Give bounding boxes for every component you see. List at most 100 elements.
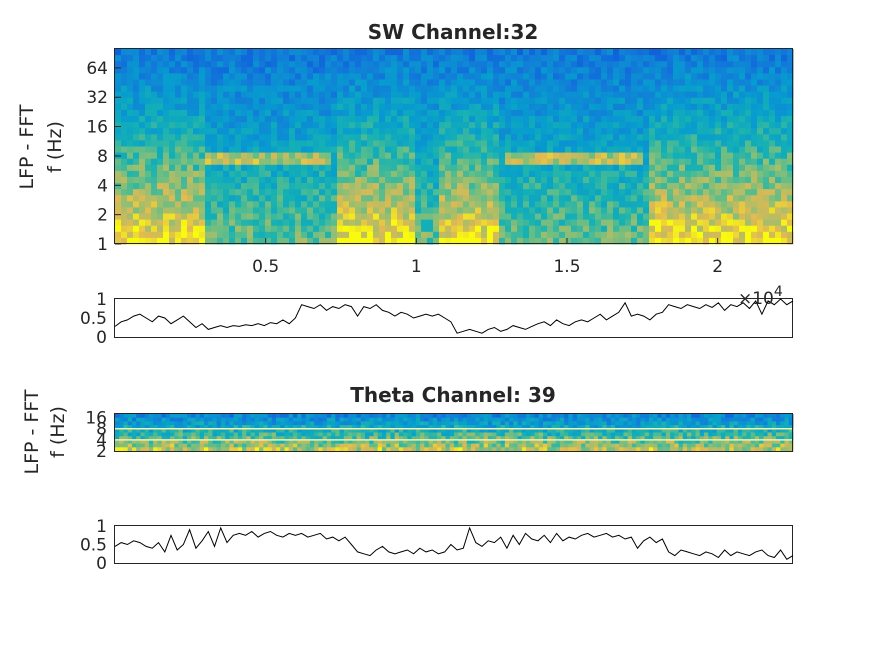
theta-heatmap-cell — [610, 439, 616, 445]
theta-heatmap-cell — [615, 439, 620, 445]
sw-heatmap-cell — [769, 213, 776, 221]
sw-heatmap-cell — [757, 122, 764, 129]
theta-heatmap-cell — [627, 436, 633, 441]
sw-heatmap-cell — [493, 213, 500, 221]
sw-heatmap-cell — [727, 97, 734, 105]
sw-heatmap-cell — [481, 207, 488, 215]
sw-heatmap-cell — [763, 128, 770, 135]
sw-heatmap-cell — [367, 195, 374, 202]
sw-heatmap-cell — [517, 116, 524, 123]
sw-heatmap-cell — [565, 49, 572, 56]
sw-heatmap-cell — [553, 146, 560, 154]
theta-heatmap-cell — [229, 417, 235, 422]
sw-heatmap-cell — [787, 164, 794, 172]
sw-heatmap-cell — [193, 225, 200, 233]
sw-heatmap-cell — [475, 116, 482, 123]
sw-heatmap-cell — [721, 97, 728, 105]
sw-heatmap-cell — [445, 134, 452, 141]
theta-heatmap-cell — [381, 439, 387, 445]
sw-heatmap-cell — [547, 146, 554, 154]
sw-heatmap-cell — [763, 61, 770, 68]
sw-heatmap-cell — [739, 176, 746, 184]
sw-heatmap-cell — [217, 67, 224, 74]
sw-heatmap-cell — [121, 158, 128, 166]
sw-heatmap-cell — [673, 109, 680, 117]
sw-heatmap-cell — [247, 207, 254, 215]
sw-heatmap-cell — [235, 176, 242, 184]
sw-heatmap-cell — [295, 140, 302, 147]
sw-heatmap-cell — [247, 91, 254, 99]
sw-heatmap-cell — [679, 195, 686, 202]
theta-heatmap-cell — [331, 417, 336, 422]
sw-heatmap-cell — [127, 61, 134, 68]
sw-heatmap-cell — [625, 49, 632, 56]
sw-heatmap-cell — [151, 237, 158, 245]
theta-heatmap-cell — [559, 436, 565, 441]
theta-heatmap-cell — [454, 443, 459, 448]
sw-heatmap-cell — [367, 91, 374, 99]
sw-heatmap-cell — [523, 97, 530, 105]
theta-heatmap-cell — [331, 414, 336, 419]
theta-heatmap-cell — [208, 432, 213, 437]
sw-heatmap-cell — [553, 97, 560, 105]
sw-heatmap-cell — [763, 170, 770, 178]
sw-heatmap-cell — [781, 170, 788, 178]
theta-heatmap-cell — [187, 425, 192, 430]
sw-heatmap-cell — [139, 109, 146, 117]
sw-heatmap-cell — [703, 176, 710, 184]
sw-heatmap-cell — [469, 97, 476, 105]
sw-heatmap-cell — [781, 201, 788, 208]
sw-heatmap-cell — [283, 207, 290, 215]
sw-heatmap-cell — [631, 91, 638, 99]
sw-heatmap-cell — [253, 55, 260, 62]
theta-heatmap-cell — [297, 421, 302, 426]
theta-heatmap-cell — [496, 428, 502, 433]
sw-heatmap-cell — [121, 176, 128, 184]
sw-heatmap-cell — [307, 219, 314, 227]
theta-heatmap-cell — [487, 425, 493, 430]
sw-heatmap-cell — [637, 97, 644, 105]
sw-heatmap-cell — [565, 195, 572, 202]
sw-heatmap-cell — [607, 225, 614, 233]
sw-heatmap-cell — [379, 195, 386, 202]
sw-heatmap-cell — [565, 85, 572, 93]
theta-heatmap-cell — [572, 436, 578, 441]
sw-heatmap-cell — [439, 91, 446, 99]
sw-heatmap-cell — [259, 176, 266, 184]
theta-heatmap-cell — [216, 417, 222, 422]
theta-heatmap-cell — [153, 443, 158, 448]
sw-heatmap-cell — [229, 158, 236, 166]
sw-heatmap-cell — [199, 201, 206, 208]
sw-heatmap-cell — [781, 116, 788, 123]
theta-heatmap-cell — [538, 425, 544, 430]
sw-heatmap-cell — [265, 183, 272, 190]
sw-heatmap-cell — [139, 55, 146, 62]
sw-heatmap-cell — [511, 158, 518, 166]
theta-heatmap-cell — [259, 439, 264, 445]
sw-heatmap-cell — [247, 213, 254, 221]
sw-heatmap-cell — [181, 91, 188, 99]
sw-heatmap-cell — [181, 134, 188, 141]
sw-heatmap-cell — [151, 207, 158, 215]
theta-heatmap-cell — [339, 425, 345, 430]
sw-heatmap-cell — [535, 79, 542, 87]
sw-heatmap-cell — [463, 219, 470, 227]
sw-heatmap-cell — [763, 183, 770, 190]
sw-heatmap-cell — [163, 79, 170, 87]
sw-heatmap-cell — [757, 55, 764, 62]
sw-heatmap-cell — [223, 225, 230, 233]
sw-heatmap-cell — [727, 152, 734, 160]
sw-heatmap-cell — [703, 170, 710, 178]
sw-heatmap-cell — [517, 189, 524, 196]
theta-heatmap-cell — [331, 436, 336, 441]
theta-heatmap-cell — [170, 417, 175, 422]
sw-heatmap-cell — [499, 140, 506, 147]
sw-heatmap-cell — [697, 152, 704, 160]
theta-heatmap-cell — [212, 417, 218, 422]
theta-heatmap-cell — [377, 443, 383, 448]
sw-heatmap-cell — [169, 140, 176, 147]
theta-heatmap-cell — [191, 439, 197, 445]
theta-heatmap-cell — [148, 439, 154, 445]
theta-heatmap-cell — [297, 414, 302, 419]
sw-heatmap-cell — [217, 140, 224, 147]
